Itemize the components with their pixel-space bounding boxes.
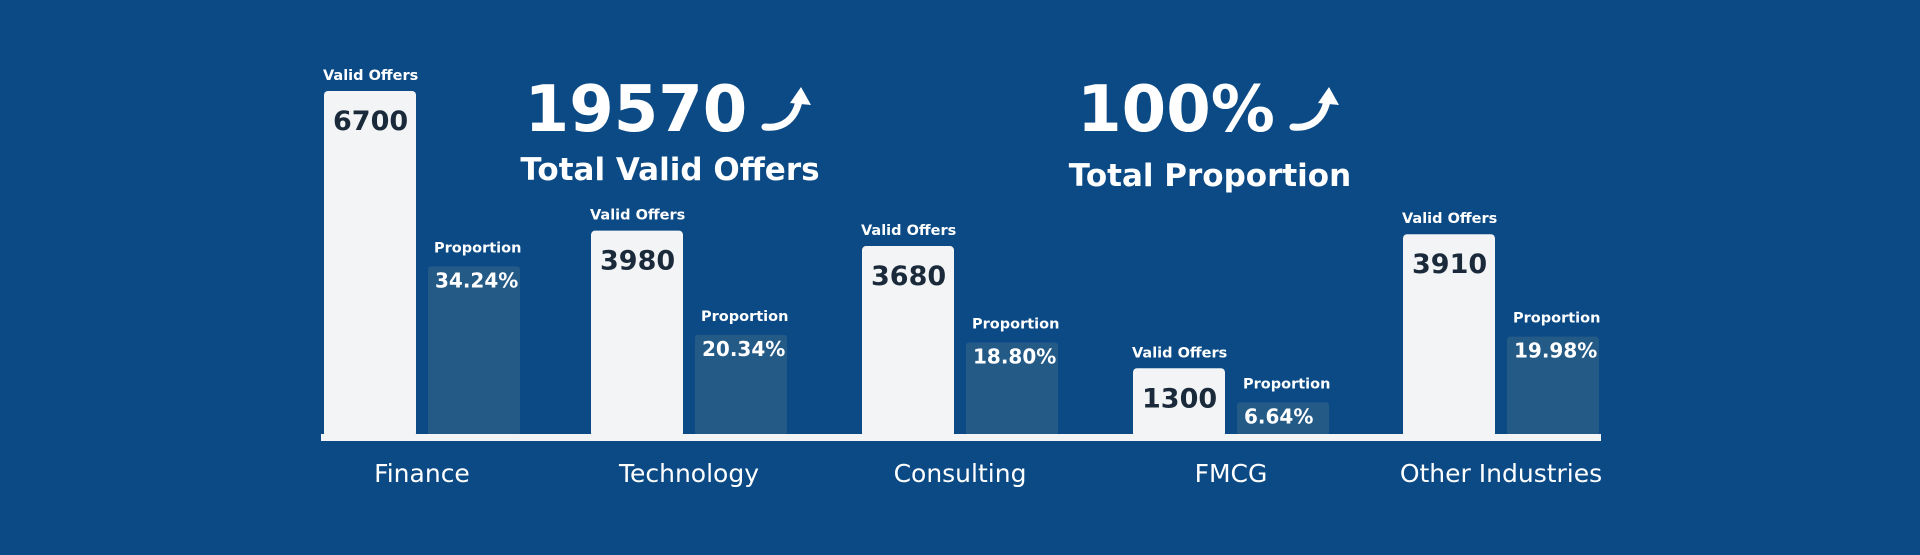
proportion-series-label: Proportion [434,241,521,257]
proportion-bar [695,334,787,435]
offers-value-label: 3980 [600,246,675,277]
total-valid-offers-label: Total Valid Offers [520,152,820,188]
proportion-bar [428,266,520,435]
trend-up-arrow-icon [761,87,812,131]
offers-series-label: Valid Offers [323,68,418,84]
offers-bar [591,230,683,437]
total-proportion-value: 100% [1077,73,1275,147]
offers-value-label: 3910 [1412,249,1487,280]
trend-up-arrow-icon [1289,87,1339,131]
category-label: Technology [618,459,759,488]
total-proportion-label: Total Proportion [1068,158,1352,194]
proportion-bar [966,342,1058,435]
total-valid-offers-value: 19570 [524,73,748,147]
proportion-bar [1507,336,1599,435]
proportion-bar [1237,402,1329,435]
offers-value-label: 6700 [333,106,408,137]
offers-series-label: Valid Offers [1402,211,1497,227]
proportion-value-label: 34.24% [435,269,518,293]
proportion-value-label: 6.64% [1244,404,1313,428]
category-label: FMCG [1195,459,1268,488]
proportion-series-label: Proportion [1513,311,1600,327]
offers-value-label: 1300 [1142,383,1217,414]
offers-bar [324,91,416,437]
proportion-value-label: 18.80% [973,344,1056,368]
offers-bar [862,246,954,437]
offers-series-label: Valid Offers [590,208,685,224]
category-label: Other Industries [1400,459,1602,488]
category-label: Finance [374,459,470,488]
proportion-value-label: 19.98% [1514,339,1597,363]
proportion-series-label: Proportion [701,309,788,325]
offers-value-label: 3680 [871,261,946,292]
proportion-series-label: Proportion [972,316,1059,332]
proportion-series-label: Proportion [1243,376,1330,392]
proportion-value-label: 20.34% [702,337,785,361]
total-valid-offers-stat: 19570 Total Valid Offers [520,72,820,190]
offers-series-label: Valid Offers [861,223,956,239]
total-proportion-stat: 100% Total Proportion [1060,72,1360,196]
offers-series-label: Valid Offers [1132,345,1227,361]
category-label: Consulting [894,459,1027,488]
offers-bar [1403,234,1495,437]
chart-baseline [321,434,1601,441]
offers-bar [1133,368,1225,437]
